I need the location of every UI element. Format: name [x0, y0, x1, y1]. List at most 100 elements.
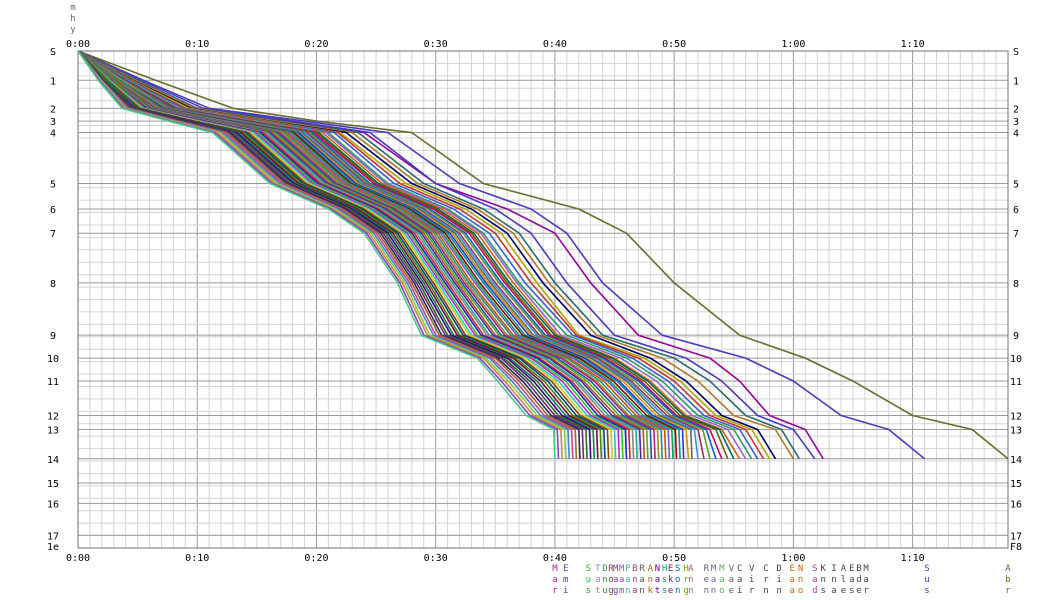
legend-label-char: s — [662, 586, 667, 596]
legend-label-char: r — [552, 586, 558, 596]
legend-label-char: n — [639, 586, 644, 596]
legend-label-char: a — [831, 586, 836, 596]
y-tick-label-left: 14 — [47, 455, 59, 466]
legend-label-char: o — [719, 586, 724, 596]
legend-labels: MarEmiSusTatDnuRogMagMamPanBnaRanAnkNatH… — [552, 564, 1011, 596]
legend-label-char: a — [639, 575, 644, 585]
legend-label-char: i — [776, 575, 781, 585]
legend-label-char: a — [729, 575, 734, 585]
x-tick-label-bottom: 1:00 — [781, 553, 805, 564]
legend-label-char: S — [586, 564, 591, 574]
legend-label-char: s — [820, 586, 825, 596]
y-tick-label-left: 15 — [47, 479, 59, 490]
legend-label-char: n — [632, 575, 637, 585]
legend-label-char: D — [602, 564, 607, 574]
y-tick-label-left: 5 — [50, 180, 56, 191]
legend-label-char: n — [688, 586, 693, 596]
legend-label-char: E — [789, 564, 794, 574]
legend-label-char: a — [613, 575, 618, 585]
legend-label-char: r — [863, 586, 869, 596]
legend-label-char: g — [683, 586, 688, 596]
y-tick-label-right: F8 — [1010, 542, 1022, 553]
legend-label-char: R — [704, 564, 710, 574]
legend-label-char: e — [841, 586, 846, 596]
corner-label-char: h — [70, 14, 75, 24]
legend-label-char: e — [668, 586, 673, 596]
legend-label-char: N — [798, 564, 803, 574]
legend-label-char: e — [704, 575, 709, 585]
y-tick-label-right: 17 — [1010, 531, 1022, 542]
legend-label-char: a — [812, 575, 817, 585]
x-tick-label-top: 0:30 — [424, 39, 448, 50]
legend-label-char: s — [586, 586, 591, 596]
legend-label-char: a — [789, 575, 794, 585]
legend-label-char: r — [683, 575, 689, 585]
legend-label-char: e — [729, 586, 734, 596]
x-tick-label-top: 0:40 — [543, 39, 567, 50]
legend-label-char: n — [648, 575, 653, 585]
y-tick-label-right: 14 — [1010, 455, 1022, 466]
y-tick-label-right: 3 — [1013, 117, 1019, 128]
legend-label-char: r — [749, 586, 755, 596]
legend-label-char: P — [625, 564, 631, 574]
legend-label-char: l — [841, 575, 846, 585]
legend-label-char: R — [608, 564, 614, 574]
legend-label-char: M — [552, 564, 558, 574]
legend-label-char: V — [749, 564, 755, 574]
legend-label-char: a — [863, 575, 868, 585]
legend-label-char: V — [729, 564, 735, 574]
legend-label-char: n — [675, 586, 680, 596]
legend-label-char: i — [737, 586, 742, 596]
legend-label-char: M — [863, 564, 869, 574]
legend-label-char: k — [668, 575, 674, 585]
plot-frame — [77, 50, 1009, 549]
y-tick-label-left: 16 — [47, 499, 59, 510]
legend-label-char: n — [625, 586, 630, 596]
y-tick-label-left: 17 — [47, 531, 59, 542]
x-tick-label-top: 1:10 — [901, 39, 925, 50]
legend-label-char: N — [655, 564, 660, 574]
legend-label-char: n — [711, 586, 716, 596]
legend-label-char: g — [613, 586, 618, 596]
y-tick-label-left: 13 — [47, 425, 59, 436]
x-tick-label-bottom: 1:10 — [901, 553, 925, 564]
legend-label-char: d — [812, 586, 817, 596]
legend-label-char: n — [688, 575, 693, 585]
legend-label-char: u — [602, 586, 607, 596]
y-tick-label-left: 11 — [47, 377, 59, 388]
series-lines — [77, 50, 1009, 460]
y-tick-label-right: 6 — [1013, 205, 1019, 216]
legend-label-char: o — [798, 586, 803, 596]
corner-label: mhy — [70, 3, 76, 35]
y-tick-label-left: 12 — [47, 411, 59, 422]
legend-label-char: d — [856, 575, 861, 585]
legend-label-char: g — [608, 586, 613, 596]
legend-label-char: a — [711, 575, 716, 585]
x-tick-label-top: 0:50 — [662, 39, 686, 50]
legend-label-char: a — [655, 575, 660, 585]
series-line — [77, 50, 1009, 460]
legend-label-char: C — [737, 564, 742, 574]
legend-label-char: n — [776, 586, 781, 596]
legend-label-char: s — [924, 586, 929, 596]
legend-label-char: u — [586, 575, 591, 585]
legend-label-char: k — [648, 586, 654, 596]
series-line — [77, 50, 816, 460]
series-line — [77, 50, 926, 460]
y-tick-label-left: 7 — [50, 229, 56, 240]
y-tick-label-left: 6 — [50, 205, 56, 216]
legend-label-char: H — [662, 564, 667, 574]
x-tick-label-bottom: 0:20 — [304, 553, 328, 564]
x-tick-label-top: 0:00 — [66, 39, 90, 50]
y-tick-label-right: 13 — [1010, 425, 1022, 436]
legend-label-char: a — [632, 586, 637, 596]
x-tick-label-bottom: 0:40 — [543, 553, 567, 564]
legend-label-char: o — [675, 575, 680, 585]
y-tick-label-left: 9 — [50, 331, 56, 342]
legend-label-char: S — [675, 564, 680, 574]
legend-label-char: a — [737, 575, 742, 585]
y-tick-label-left: 2 — [50, 104, 56, 115]
legend-label-char: r — [763, 575, 769, 585]
legend-label-char: I — [831, 564, 836, 574]
